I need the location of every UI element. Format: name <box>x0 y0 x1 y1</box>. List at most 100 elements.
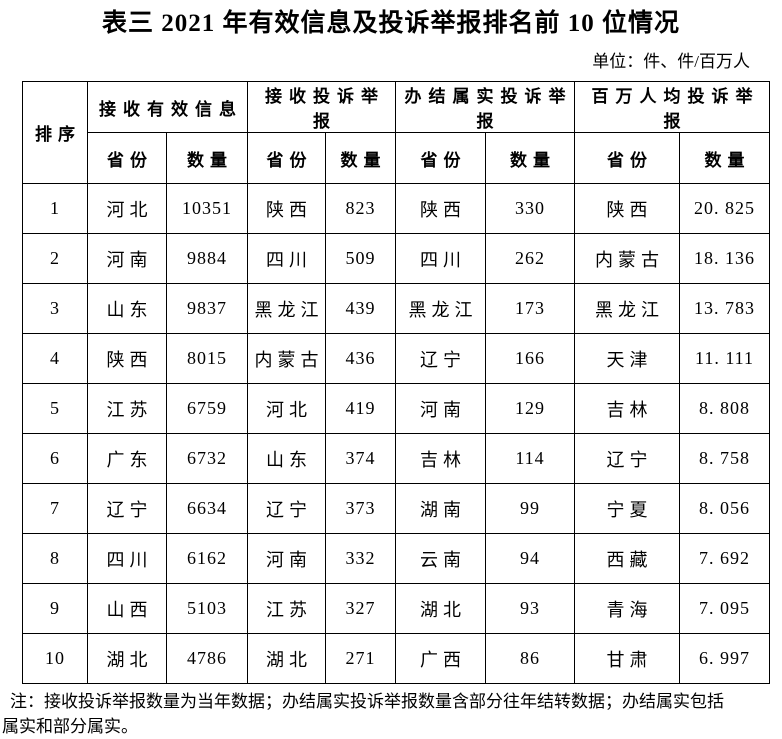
province-cell: 云南 <box>395 533 486 584</box>
province-cell: 山东 <box>247 433 326 484</box>
count-cell: 9884 <box>166 233 248 284</box>
count-cell: 93 <box>485 583 575 634</box>
province-cell: 辽宁 <box>247 483 326 534</box>
count-cell: 436 <box>325 333 396 384</box>
count-cell: 6759 <box>166 383 248 434</box>
group-header-verified-complaints: 办结属实投诉举报 <box>395 81 575 133</box>
count-cell: 129 <box>485 383 575 434</box>
province-cell: 湖北 <box>395 583 486 634</box>
province-cell: 四川 <box>87 533 167 584</box>
footnote-line-2: 属实和部分属实。 <box>2 717 138 736</box>
province-cell: 四川 <box>247 233 326 284</box>
province-cell: 广西 <box>395 633 486 684</box>
province-cell: 河南 <box>395 383 486 434</box>
table-row: 8 四川 6162 河南 332 云南 94 西藏 7. 692 <box>22 533 770 584</box>
header-sub-row: 省份 数量 省份 数量 省份 数量 省份 数量 <box>23 132 770 184</box>
group-header-complaints-per-million: 百万人均投诉举报 <box>574 81 770 133</box>
province-cell: 广东 <box>87 433 167 484</box>
count-cell: 6732 <box>166 433 248 484</box>
count-cell: 114 <box>485 433 575 484</box>
province-cell: 甘肃 <box>574 633 680 684</box>
count-cell: 4786 <box>166 633 248 684</box>
rank-cell: 5 <box>22 383 88 434</box>
count-cell: 327 <box>325 583 396 634</box>
count-cell: 6162 <box>166 533 248 584</box>
province-cell: 四川 <box>395 233 486 284</box>
count-cell: 439 <box>325 283 396 334</box>
table-body: 1 河北 10351 陕西 823 陕西 330 陕西 20. 825 2 河南 9884 四川 509 四… <box>22 183 770 684</box>
province-subheader: 省份 <box>395 132 486 184</box>
count-cell: 7. 095 <box>679 583 770 634</box>
count-cell: 99 <box>485 483 575 534</box>
header-group-row: 排序 接收有效信息 接收投诉举报 办结属实投诉举报 百万人均投诉举报 <box>22 81 770 184</box>
province-cell: 湖北 <box>247 633 326 684</box>
count-cell: 173 <box>485 283 575 334</box>
rank-cell: 6 <box>22 433 88 484</box>
count-cell: 332 <box>325 533 396 584</box>
group-header-received-complaints: 接收投诉举报 <box>247 81 396 133</box>
rank-cell: 4 <box>22 333 88 384</box>
province-cell: 陕西 <box>87 333 167 384</box>
rank-header: 排序 <box>22 81 88 184</box>
count-cell: 11. 111 <box>679 333 770 384</box>
count-cell: 7. 692 <box>679 533 770 584</box>
rank-cell: 1 <box>22 183 88 234</box>
count-cell: 8. 808 <box>679 383 770 434</box>
count-cell: 86 <box>485 633 575 684</box>
province-cell: 辽宁 <box>395 333 486 384</box>
ranking-table: 排序 接收有效信息 接收投诉举报 办结属实投诉举报 百万人均投诉举报 省份 数量… <box>22 81 770 684</box>
count-cell: 13. 783 <box>679 283 770 334</box>
table-row: 10 湖北 4786 湖北 271 广西 86 甘肃 6. 997 <box>22 633 770 684</box>
province-cell: 黑龙江 <box>574 283 680 334</box>
rank-cell: 10 <box>22 633 88 684</box>
table-row: 1 河北 10351 陕西 823 陕西 330 陕西 20. 825 <box>22 183 770 234</box>
count-cell: 18. 136 <box>679 233 770 284</box>
count-subheader: 数量 <box>679 132 770 184</box>
table-row: 3 山东 9837 黑龙江 439 黑龙江 173 黑龙江 13. 783 <box>22 283 770 334</box>
count-cell: 5103 <box>166 583 248 634</box>
province-cell: 河南 <box>87 233 167 284</box>
count-cell: 373 <box>325 483 396 534</box>
province-subheader: 省份 <box>87 132 167 184</box>
count-cell: 271 <box>325 633 396 684</box>
province-cell: 天津 <box>574 333 680 384</box>
count-cell: 6634 <box>166 483 248 534</box>
province-cell: 湖北 <box>87 633 167 684</box>
count-cell: 6. 997 <box>679 633 770 684</box>
rank-cell: 7 <box>22 483 88 534</box>
count-cell: 10351 <box>166 183 248 234</box>
province-cell: 黑龙江 <box>395 283 486 334</box>
count-subheader: 数量 <box>166 132 248 184</box>
province-cell: 河北 <box>247 383 326 434</box>
group-header-received-valid-info: 接收有效信息 <box>87 81 248 133</box>
count-cell: 262 <box>485 233 575 284</box>
count-cell: 166 <box>485 333 575 384</box>
count-cell: 374 <box>325 433 396 484</box>
count-cell: 8. 758 <box>679 433 770 484</box>
count-cell: 419 <box>325 383 396 434</box>
count-cell: 8015 <box>166 333 248 384</box>
province-cell: 陕西 <box>574 183 680 234</box>
province-cell: 陕西 <box>247 183 326 234</box>
count-cell: 20. 825 <box>679 183 770 234</box>
unit-label: 单位：件、件/百万人 <box>592 52 750 71</box>
province-cell: 吉林 <box>395 433 486 484</box>
rank-cell: 3 <box>22 283 88 334</box>
count-cell: 823 <box>325 183 396 234</box>
count-cell: 8. 056 <box>679 483 770 534</box>
province-cell: 西藏 <box>574 533 680 584</box>
province-subheader: 省份 <box>247 132 326 184</box>
province-cell: 山西 <box>87 583 167 634</box>
province-subheader: 省份 <box>574 132 680 184</box>
province-cell: 陕西 <box>395 183 486 234</box>
province-cell: 吉林 <box>574 383 680 434</box>
count-cell: 509 <box>325 233 396 284</box>
province-cell: 河南 <box>247 533 326 584</box>
table-row: 6 广东 6732 山东 374 吉林 114 辽宁 8. 758 <box>22 433 770 484</box>
province-cell: 辽宁 <box>87 483 167 534</box>
footnote-line-1: 注：接收投诉举报数量为当年数据；办结属实投诉举报数量含部分往年结转数据；办结属实… <box>10 692 724 711</box>
province-cell: 湖南 <box>395 483 486 534</box>
province-cell: 辽宁 <box>574 433 680 484</box>
count-subheader: 数量 <box>485 132 575 184</box>
